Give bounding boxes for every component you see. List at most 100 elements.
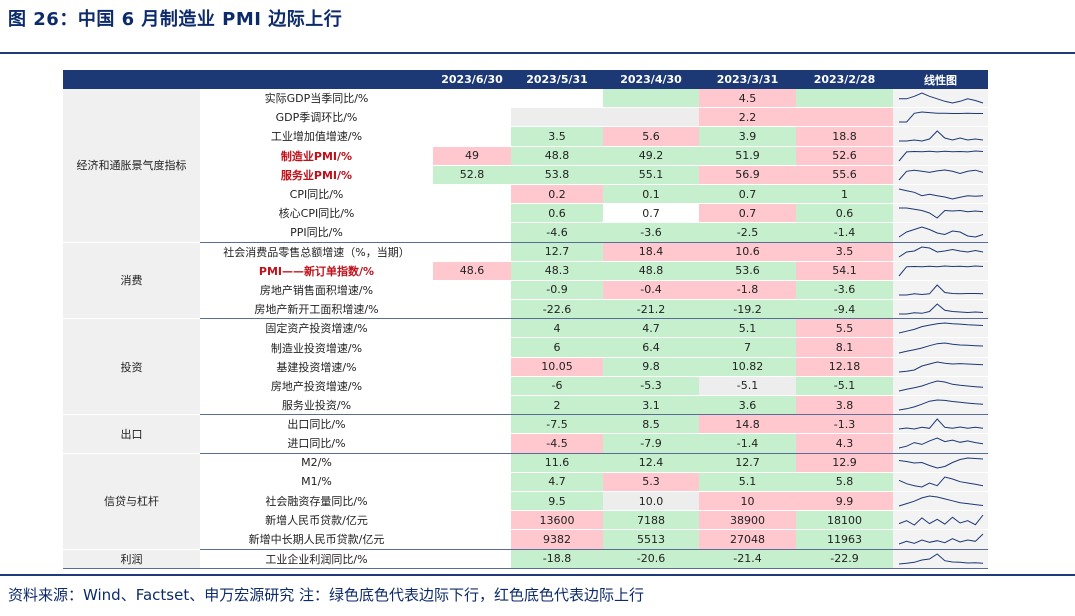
- sparkline-cell: [893, 184, 988, 205]
- value-cell: 54.1: [796, 261, 893, 281]
- value-cell: -4.6: [511, 222, 603, 243]
- sparkline: [898, 246, 983, 258]
- sparkline: [898, 361, 983, 373]
- value-cell: 53.6: [699, 261, 796, 281]
- sparkline: [898, 495, 983, 507]
- value-cell: 12.7: [511, 242, 603, 262]
- sparkline-series: [898, 111, 983, 123]
- value-cell: 3.5: [796, 242, 893, 262]
- value-cell: 12.7: [699, 453, 796, 473]
- sparkline-series: [898, 534, 983, 545]
- value-cell: 6: [511, 337, 603, 358]
- value-cell: -7.9: [603, 433, 699, 454]
- sparkline-cell: [893, 414, 988, 435]
- sparkline-series: [898, 169, 983, 181]
- sparkline-series: [898, 207, 983, 219]
- value-cell: 0.1: [603, 184, 699, 205]
- category-cell: 投资: [63, 318, 200, 416]
- indicator-label: 房地产销售面积增速/%: [200, 280, 433, 301]
- value-cell: [433, 472, 511, 492]
- header-cell-date: 2023/5/31: [511, 70, 603, 89]
- sparkline-cell: [893, 357, 988, 377]
- value-cell: 49: [433, 146, 511, 166]
- value-cell: 52.6: [796, 146, 893, 166]
- sparkline-cell: [893, 529, 988, 550]
- table-row: 经济和通胀景气度指标 实际GDP当季同比/% 4.5: [63, 89, 988, 243]
- sparkline-series: [898, 418, 983, 430]
- table-row: 房地产销售面积增速/% -0.9 -0.4 -1.8 -3.6: [63, 280, 988, 301]
- indicator-label: CPI同比/%: [200, 184, 433, 205]
- value-cell: 10.82: [699, 357, 796, 377]
- sparkline-cell: [893, 491, 988, 512]
- value-cell: [433, 510, 511, 531]
- table-row: 社会融资存量同比/% 9.5 10.0 10 9.9: [63, 491, 988, 512]
- value-cell: 6.4: [603, 337, 699, 358]
- value-cell: 18.8: [796, 126, 893, 147]
- value-cell: [433, 529, 511, 550]
- indicator-label: PPI同比/%: [200, 222, 433, 243]
- value-cell: 48.6: [433, 261, 511, 281]
- value-cell: 0.6: [796, 203, 893, 224]
- table-row: PMI——新订单指数/% 48.6 48.3 48.8 53.6 54.1: [63, 261, 988, 281]
- value-cell: 53.8: [511, 165, 603, 185]
- sparkline-cell: [893, 299, 988, 320]
- table-row: 工业增加值增速/% 3.5 5.6 3.9 18.8: [63, 126, 988, 147]
- value-cell: -5.1: [796, 376, 893, 397]
- indicator-label: 出口同比/%: [200, 414, 433, 435]
- value-cell: 11963: [796, 529, 893, 550]
- value-cell: 51.9: [699, 146, 796, 166]
- value-cell: 3.6: [699, 395, 796, 416]
- table-row: PPI同比/% -4.6 -3.6 -2.5 -1.4: [63, 222, 988, 243]
- sparkline-series: [898, 514, 983, 526]
- value-cell: 3.1: [603, 395, 699, 416]
- value-cell: [433, 414, 511, 435]
- indicator-label: GDP季调环比/%: [200, 107, 433, 128]
- sparkline-cell: [893, 453, 988, 473]
- value-cell: -5.1: [699, 376, 796, 397]
- table-body: 经济和通胀景气度指标 实际GDP当季同比/% 4.5 GDP季调环比/% 2.2 工业增加…: [63, 89, 988, 569]
- value-cell: [433, 222, 511, 243]
- header-cell-indicator: [200, 70, 433, 89]
- value-cell: 12.18: [796, 357, 893, 377]
- top-rule: [0, 52, 1075, 54]
- value-cell: -1.8: [699, 280, 796, 301]
- header-cell-date: 2023/6/30: [433, 70, 511, 89]
- sparkline-series: [898, 342, 983, 354]
- sparkline-series: [898, 226, 983, 238]
- sparkline: [898, 265, 983, 277]
- value-cell: 48.3: [511, 261, 603, 281]
- value-cell: -7.5: [511, 414, 603, 435]
- sparkline-cell: [893, 376, 988, 397]
- sparkline-series: [898, 130, 983, 142]
- table-row: CPI同比/% 0.2 0.1 0.7 1: [63, 184, 988, 205]
- value-cell: 56.9: [699, 165, 796, 185]
- sparkline-series: [898, 246, 983, 258]
- value-cell: 4.5: [699, 89, 796, 109]
- value-cell: [433, 549, 511, 569]
- value-cell: -21.4: [699, 549, 796, 569]
- indicator-label: 制造业PMI/%: [200, 146, 433, 166]
- sparkline-series: [898, 150, 983, 161]
- sparkline-series: [898, 380, 983, 392]
- value-cell: 10.6: [699, 242, 796, 262]
- category-cell: 经济和通胀景气度指标: [63, 89, 200, 243]
- indicator-label: M1/%: [200, 472, 433, 492]
- value-cell: -3.6: [796, 280, 893, 301]
- sparkline-series: [898, 399, 983, 411]
- value-cell: 10.0: [603, 491, 699, 512]
- sparkline-cell: [893, 280, 988, 301]
- indicator-label: 房地产新开工面积增速/%: [200, 299, 433, 320]
- value-cell: [433, 433, 511, 454]
- value-cell: 4.7: [511, 472, 603, 492]
- table-row: 新增人民币贷款/亿元 13600 7188 38900 18100: [63, 510, 988, 531]
- value-cell: 7: [699, 337, 796, 358]
- value-cell: 0.7: [699, 184, 796, 205]
- value-cell: -3.6: [603, 222, 699, 243]
- value-cell: 11.6: [511, 453, 603, 473]
- sparkline-series: [898, 495, 983, 507]
- header-cell-date: 2023/2/28: [796, 70, 893, 89]
- value-cell: 0.7: [603, 203, 699, 224]
- indicator-label: 进口同比/%: [200, 433, 433, 454]
- value-cell: 10.05: [511, 357, 603, 377]
- indicator-label: 固定资产投资增速/%: [200, 318, 433, 339]
